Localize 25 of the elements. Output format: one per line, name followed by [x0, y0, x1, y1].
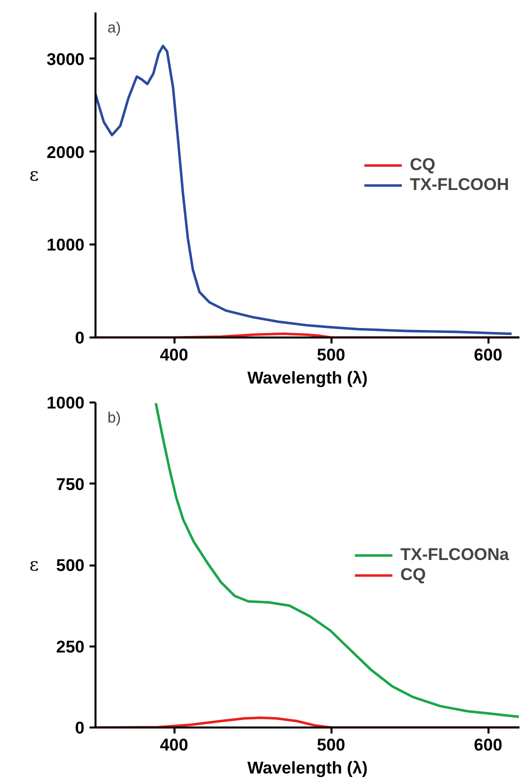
y-tick-label: 2000	[46, 142, 85, 162]
y-tick-label: 0	[75, 328, 85, 348]
y-tick-label: 0	[75, 718, 85, 738]
x-tick-label: 400	[160, 736, 188, 754]
legend-label: TX-FLCOONa	[400, 544, 509, 564]
y-tick-label: 1000	[46, 236, 85, 255]
y-tick-label: 500	[56, 556, 85, 575]
x-axis-title: Wavelength (λ)	[247, 368, 368, 388]
x-tick-label: 400	[160, 346, 188, 364]
y-tick-label: 3000	[46, 50, 85, 69]
y-axis-title: ε	[29, 164, 39, 186]
legend-label: CQ	[410, 154, 436, 174]
y-axis-title: ε	[29, 554, 39, 576]
y-tick-label: 750	[56, 474, 85, 494]
x-tick-label: 600	[474, 736, 502, 754]
x-tick-label: 500	[316, 346, 346, 364]
legend-label: TX-FLCOOH	[410, 174, 509, 194]
y-tick-label: 250	[56, 637, 85, 656]
x-tick-label: 600	[474, 346, 502, 364]
annotation: b)	[108, 410, 121, 426]
legend-label: CQ	[400, 564, 426, 584]
x-axis-title: Wavelength (λ)	[247, 758, 368, 778]
y-tick-label: 1000	[46, 394, 85, 412]
annotation: a)	[108, 20, 121, 36]
x-tick-label: 500	[316, 736, 346, 754]
